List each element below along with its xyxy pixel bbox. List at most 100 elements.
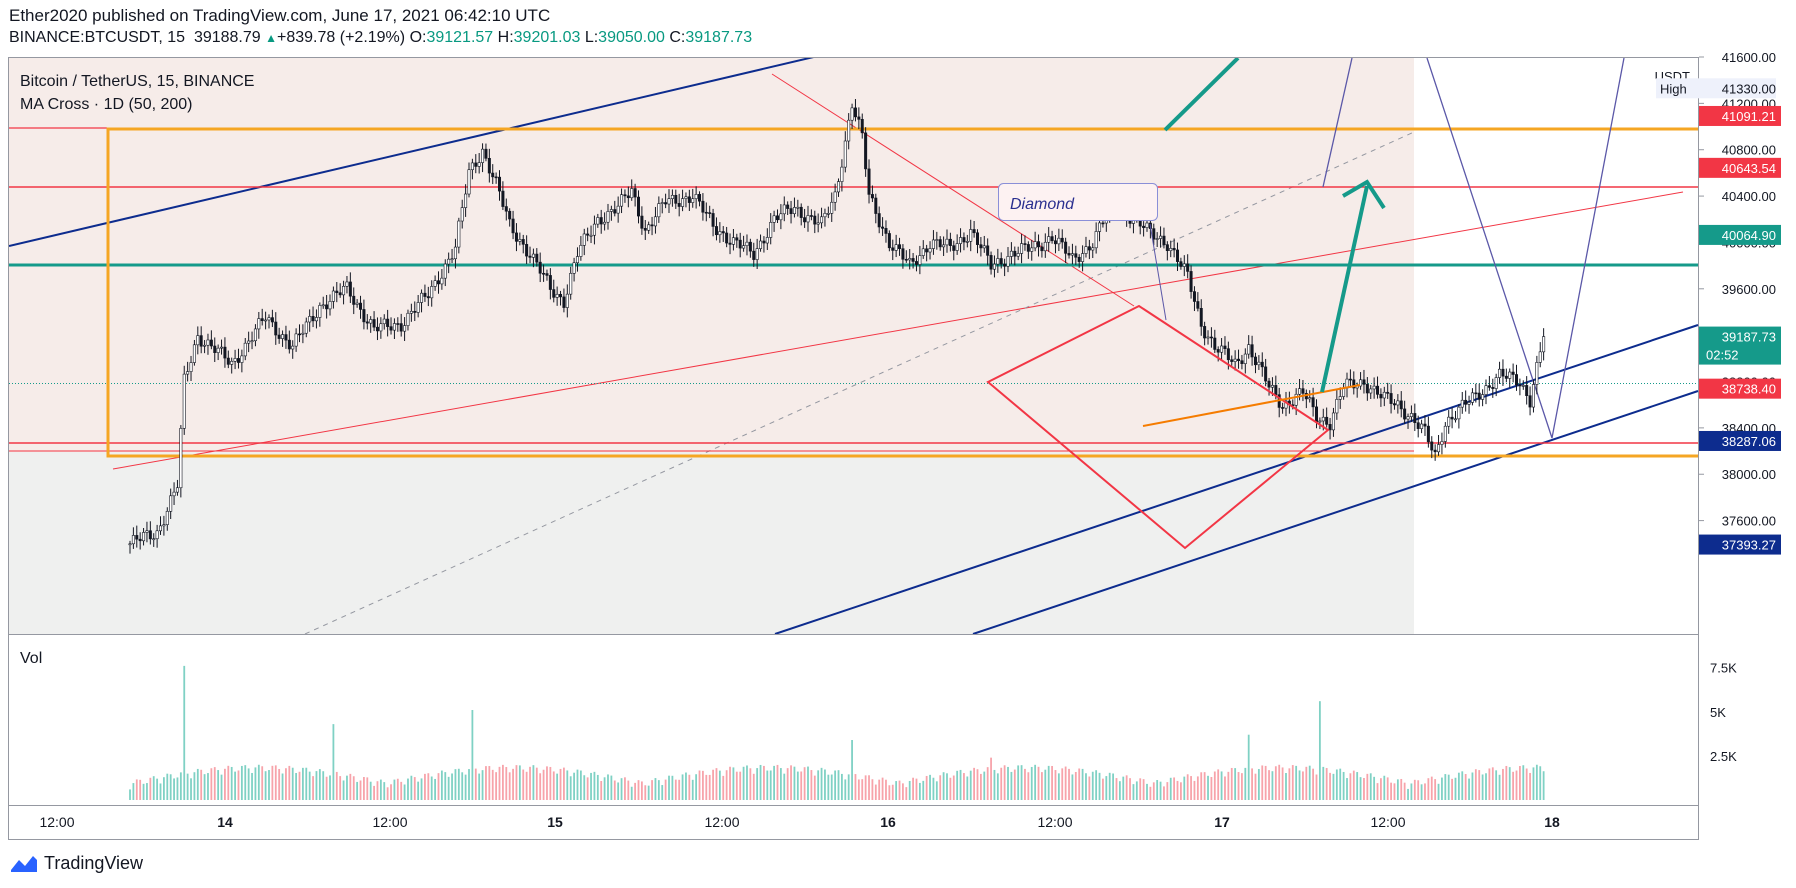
volume-bar (512, 768, 514, 800)
volume-bar (207, 773, 209, 800)
volume-bar (291, 767, 294, 800)
volume-bar (1380, 778, 1382, 800)
candle-body (1416, 422, 1420, 429)
candle-body (691, 198, 695, 203)
volume-bar (1034, 764, 1037, 800)
candle-body (1098, 222, 1102, 232)
volume-bar (352, 776, 355, 800)
volume-bar (807, 766, 809, 800)
volume-bar (1359, 777, 1362, 800)
candle-body (1247, 344, 1251, 355)
candle-body (633, 188, 637, 198)
volume-bar (247, 768, 250, 800)
volume-bar (800, 771, 803, 800)
volume-bar (1074, 771, 1077, 800)
volume-bar (1542, 771, 1545, 800)
volume-bar (1363, 777, 1365, 800)
volume-bar (234, 771, 236, 800)
candle-body (362, 309, 366, 323)
indicator-legend: MA Cross · 1D (50, 200) (20, 96, 193, 113)
volume-bar (827, 774, 830, 800)
volume-bar (732, 767, 735, 800)
candle-body (1318, 420, 1322, 423)
volume-bar (1424, 783, 1426, 800)
volume-bar (1169, 777, 1172, 800)
candle-body (1348, 378, 1352, 381)
volume-bar (1356, 772, 1359, 800)
volume-bar (990, 757, 992, 800)
candle-body (853, 107, 857, 118)
volume-bar (627, 780, 630, 800)
volume-bar (1159, 781, 1162, 800)
volume-bar (1410, 783, 1413, 800)
diamond-callout-text: Diamond (1010, 196, 1075, 213)
candle-body (223, 346, 227, 359)
volume-bar (746, 765, 748, 800)
volume-bar (261, 766, 264, 800)
candle-body (1230, 359, 1234, 362)
volume-bar (1146, 783, 1148, 800)
candle-body (328, 301, 332, 310)
volume-bar (1108, 772, 1111, 800)
price-label-bg (1699, 430, 1781, 451)
candle-body (755, 248, 759, 260)
volume-bar (1437, 783, 1440, 800)
volume-bar (515, 765, 518, 800)
volume-bar (1156, 780, 1159, 800)
volume-bar (1342, 771, 1345, 800)
volume-bar (640, 781, 643, 800)
y-tick-label: 40800.00 (1722, 143, 1776, 158)
volume-bar (1207, 775, 1209, 800)
volume-bar (1441, 777, 1443, 800)
candle-body (494, 176, 498, 179)
candle-body (213, 345, 217, 353)
volume-bar (1264, 765, 1267, 800)
candle-body (942, 244, 946, 248)
volume-bar (396, 778, 399, 800)
volume-bar (725, 770, 728, 800)
candle-body (1362, 379, 1366, 385)
volume-bar (1298, 770, 1301, 800)
candle-body (1281, 407, 1285, 409)
volume-bar (1010, 771, 1013, 800)
candle-body (1067, 253, 1071, 256)
candle-body (1037, 241, 1041, 248)
candle-body (443, 263, 447, 279)
candle-body (531, 253, 535, 258)
candle-body (952, 245, 956, 251)
volume-bar (820, 767, 823, 800)
volume-bar (1180, 782, 1182, 800)
candle-body (196, 335, 200, 346)
candle-body (928, 248, 932, 253)
volume-bar (193, 772, 196, 800)
candle-body (1064, 241, 1068, 254)
volume-bar (179, 772, 182, 800)
candle-body (1386, 391, 1390, 394)
volume-legend: Vol (20, 650, 42, 667)
candle-body (1250, 344, 1254, 358)
candle-body (392, 323, 396, 331)
volume-bar (1142, 779, 1145, 800)
candle-body (1308, 397, 1312, 400)
candle-body (1023, 243, 1027, 245)
volume-bar (457, 768, 460, 800)
volume-bar (979, 773, 982, 800)
candle-body (396, 323, 400, 325)
candle-body (626, 195, 630, 199)
volume-bar (613, 780, 616, 800)
volume-bar (620, 778, 623, 800)
candle-body (687, 196, 691, 203)
volume-bar (1057, 773, 1060, 800)
volume-bar (183, 665, 186, 800)
candle-body (647, 224, 651, 231)
volume-bar (959, 769, 962, 800)
volume-bar (698, 770, 701, 800)
volume-bar (803, 767, 806, 800)
candle-body (667, 198, 671, 205)
candle-body (1142, 225, 1146, 228)
candle-body (999, 258, 1003, 265)
candle-body (813, 215, 817, 225)
projection-v-line (1426, 58, 1625, 439)
volume-bar (881, 777, 884, 800)
